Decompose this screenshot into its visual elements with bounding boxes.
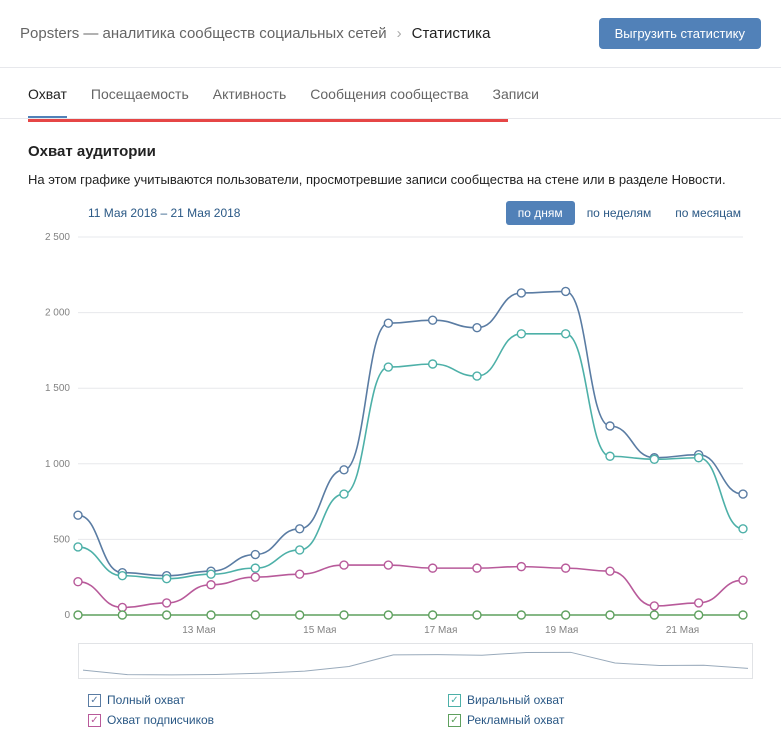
- svg-text:21 Мая: 21 Мая: [666, 625, 699, 636]
- svg-text:2 500: 2 500: [45, 232, 70, 243]
- svg-text:0: 0: [64, 610, 70, 621]
- chart-svg: 0 500 1 000 1 500 2 000 2 500 13 Мая 15 Мая 17 М…: [28, 229, 753, 639]
- brush-svg: [79, 644, 752, 678]
- legend-item-full[interactable]: ✓ Полный охват: [88, 693, 368, 707]
- chart-brush[interactable]: [78, 643, 753, 679]
- legend: ✓ Полный охват ✓ Виральный охват ✓ Охват…: [28, 679, 753, 727]
- section-title: Охват аудитории: [28, 143, 753, 160]
- svg-text:13 Мая: 13 Мая: [182, 625, 215, 636]
- breadcrumb: Popsters — аналитика сообществ социальны…: [20, 25, 490, 42]
- svg-text:19 Мая: 19 Мая: [545, 625, 578, 636]
- tabs: Охват Посещаемость Активность Сообщения …: [0, 68, 781, 119]
- legend-label: Виральный охват: [467, 693, 564, 707]
- reach-chart: 0 500 1 000 1 500 2 000 2 500 13 Мая 15 Мая 17 М…: [28, 229, 753, 639]
- tab-messages[interactable]: Сообщения сообщества: [310, 86, 468, 118]
- range-week-button[interactable]: по неделям: [575, 201, 664, 225]
- checkbox-icon: ✓: [88, 694, 101, 707]
- legend-item-viral[interactable]: ✓ Виральный охват: [448, 693, 728, 707]
- tab-visits[interactable]: Посещаемость: [91, 86, 189, 118]
- range-day-button[interactable]: по дням: [506, 201, 575, 225]
- svg-text:2 000: 2 000: [45, 308, 70, 319]
- tab-posts[interactable]: Записи: [493, 86, 539, 118]
- svg-text:15 Мая: 15 Мая: [303, 625, 336, 636]
- breadcrumb-parent[interactable]: Popsters — аналитика сообществ социальны…: [20, 25, 387, 42]
- header: Popsters — аналитика сообществ социальны…: [0, 0, 781, 68]
- checkbox-icon: ✓: [448, 694, 461, 707]
- section-description: На этом графике учитываются пользователи…: [28, 172, 753, 187]
- breadcrumb-current: Статистика: [412, 25, 491, 42]
- svg-text:1 000: 1 000: [45, 459, 70, 470]
- range-month-button[interactable]: по месяцам: [663, 201, 753, 225]
- tab-activity[interactable]: Активность: [213, 86, 287, 118]
- svg-text:1 500: 1 500: [45, 383, 70, 394]
- range-buttons: по дням по неделям по месяцам: [506, 201, 753, 225]
- export-stats-button[interactable]: Выгрузить статистику: [599, 18, 761, 49]
- tab-reach[interactable]: Охват: [28, 86, 67, 118]
- chevron-right-icon: ›: [397, 25, 402, 42]
- chart-controls: 11 Мая 2018 – 21 Мая 2018 по дням по нед…: [28, 201, 753, 225]
- content: Охват аудитории На этом графике учитываю…: [0, 119, 781, 737]
- svg-text:500: 500: [53, 534, 70, 545]
- date-range: 11 Мая 2018 – 21 Мая 2018: [88, 206, 240, 220]
- highlight-underline: [28, 119, 508, 122]
- svg-text:17 Мая: 17 Мая: [424, 625, 457, 636]
- legend-label: Полный охват: [107, 693, 185, 707]
